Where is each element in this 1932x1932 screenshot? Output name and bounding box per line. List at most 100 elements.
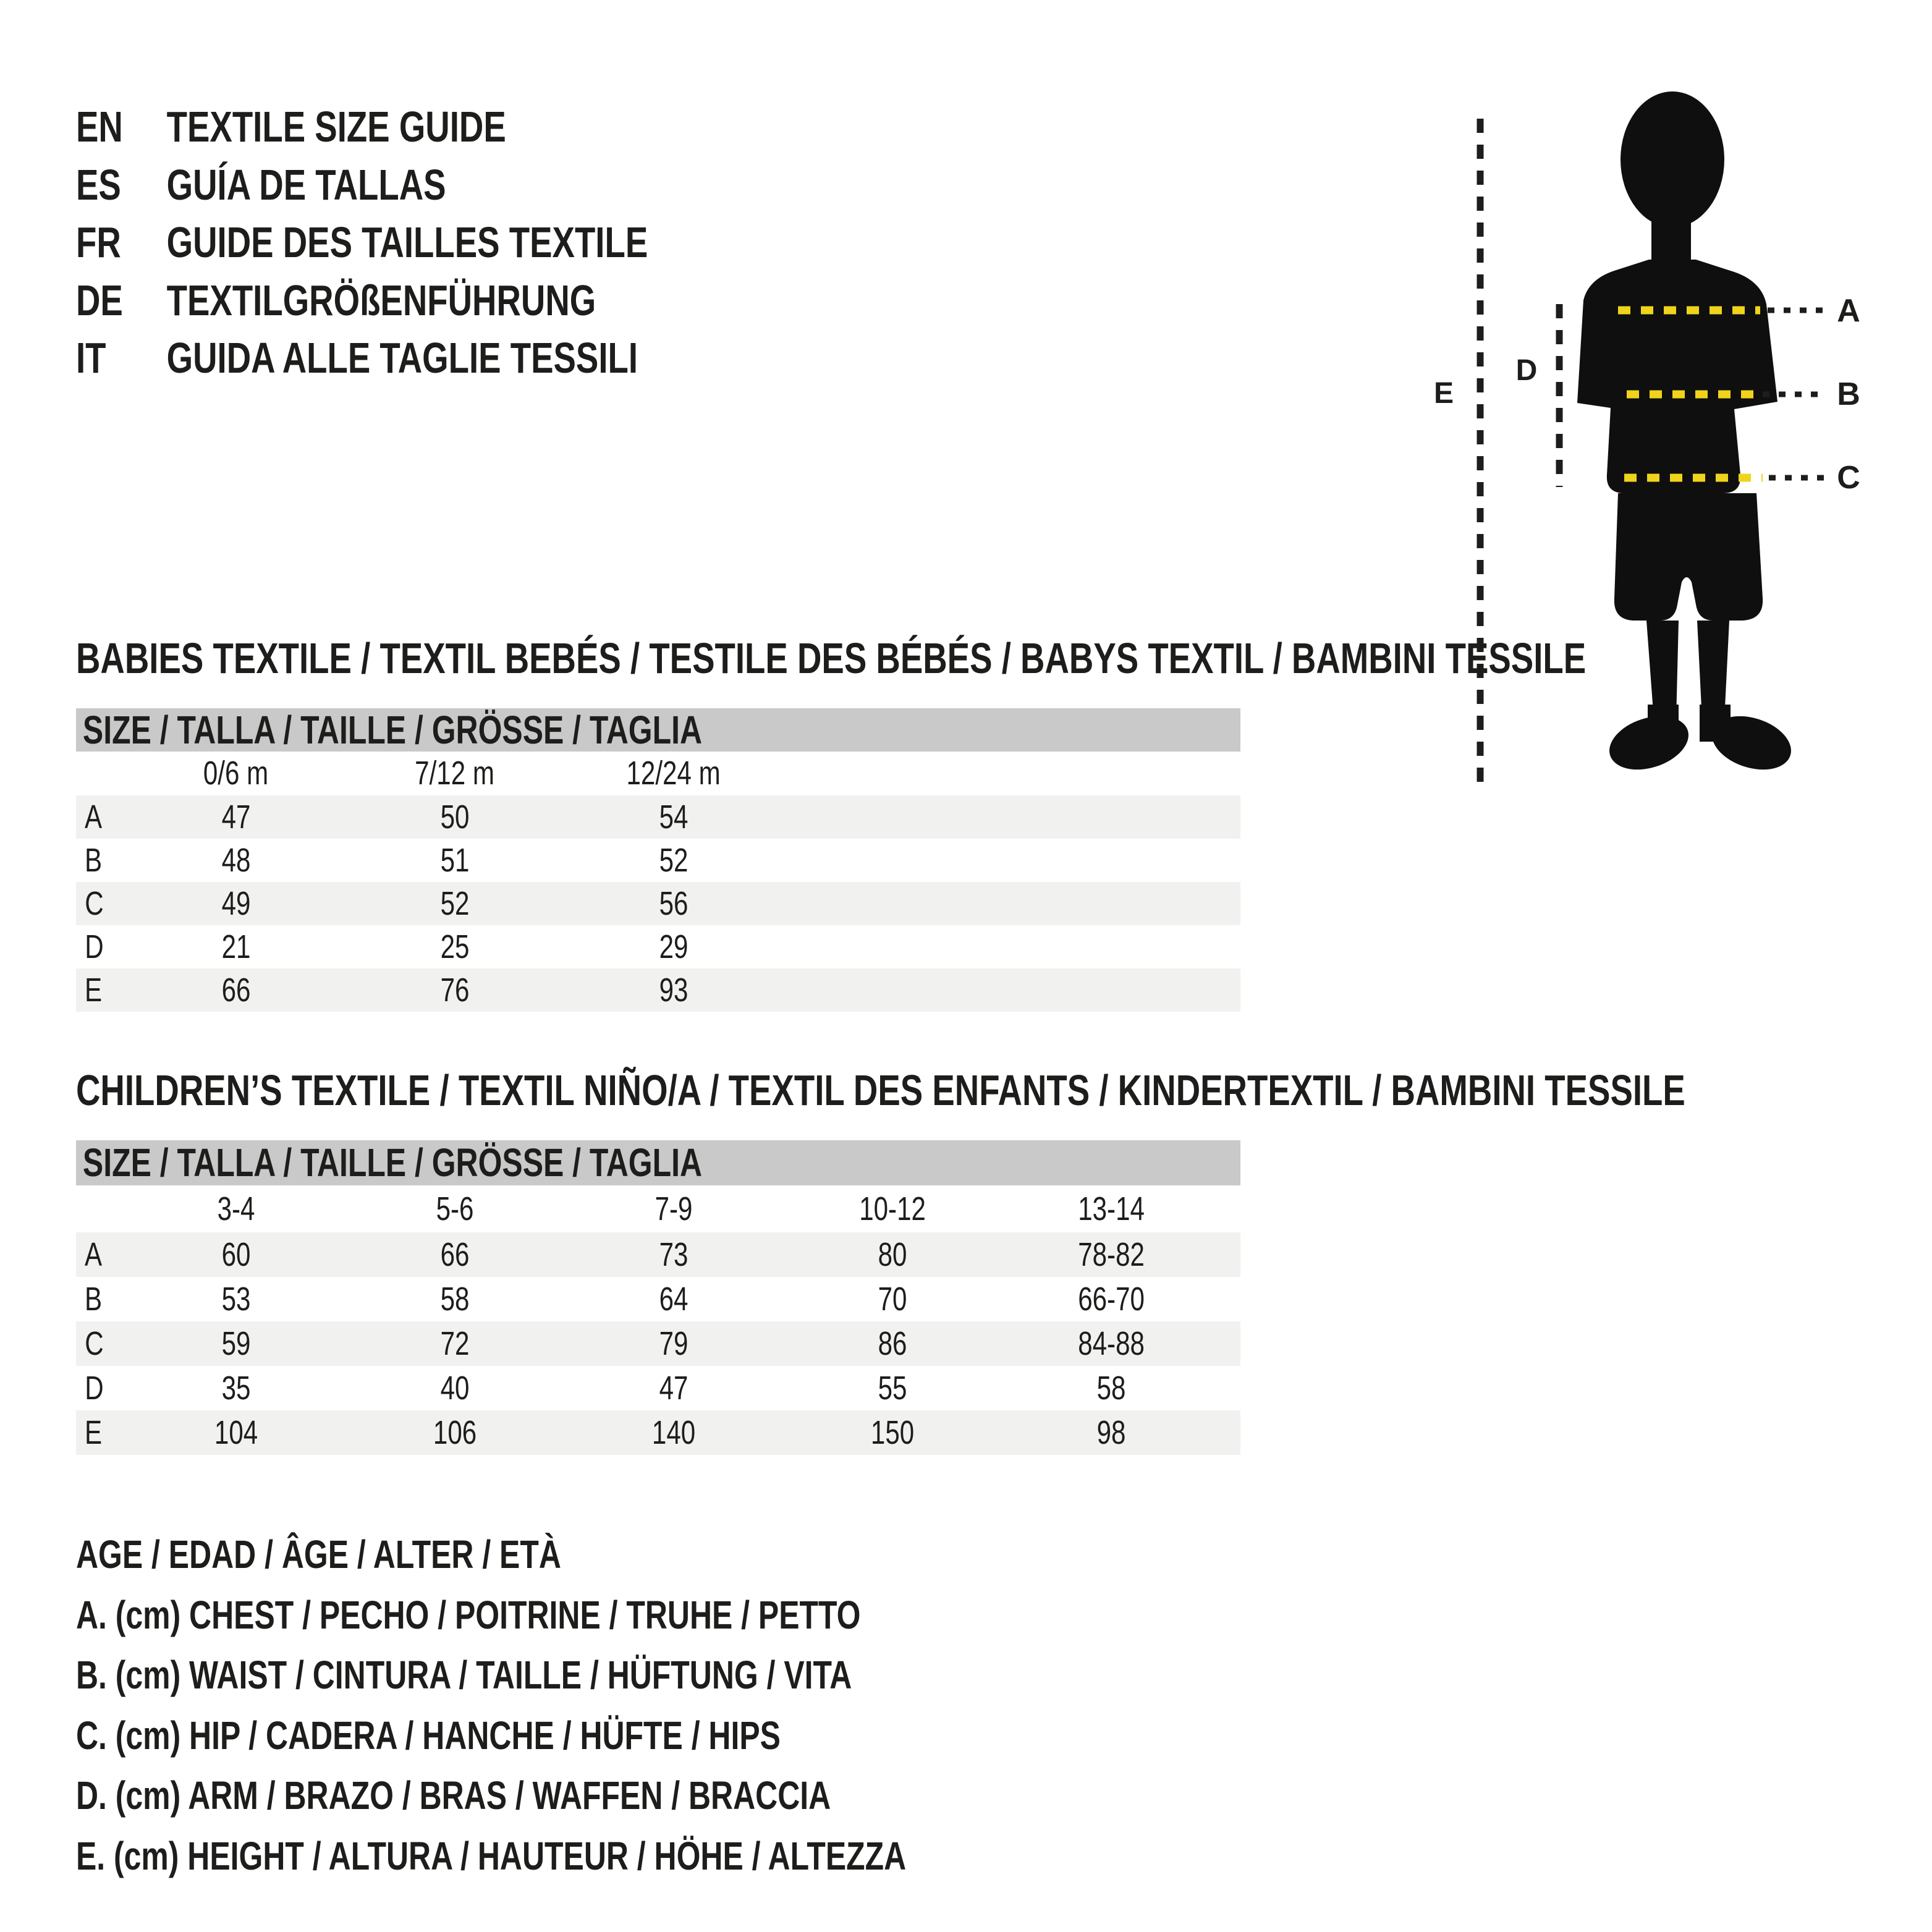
children-size-header-bar: SIZE / TALLA / TAILLE / GRÖSSE / TAGLIA <box>76 1140 1240 1185</box>
language-code: EN <box>76 103 123 151</box>
column-header-cell: 7/12 m <box>415 755 495 792</box>
column-header-cell: 3-4 <box>217 1190 255 1227</box>
table-row: A 60 66 73 80 78-82 <box>76 1232 1240 1277</box>
value-cell: 98 <box>1096 1414 1126 1451</box>
column-header-cell: 0/6 m <box>203 755 269 792</box>
value-cell: 79 <box>659 1325 688 1362</box>
legend-line: AGE / EDAD / ÂGE / ALTER / ETÀ <box>76 1532 561 1577</box>
value-cell: 76 <box>440 972 470 1009</box>
value-cell: 59 <box>221 1325 251 1362</box>
table-row: B 53 58 64 70 66-70 <box>76 1277 1240 1321</box>
table-row: E 104 106 140 150 98 <box>76 1410 1240 1455</box>
value-cell: 80 <box>878 1236 907 1273</box>
column-header-cell: 12/24 m <box>626 755 721 792</box>
figure-label-d: D <box>1515 354 1538 387</box>
row-label-cell: C <box>85 1325 104 1362</box>
value-cell: 84-88 <box>1078 1325 1145 1362</box>
value-cell: 64 <box>659 1281 688 1318</box>
column-header-cell: 13-14 <box>1078 1190 1145 1227</box>
value-cell: 29 <box>659 928 688 965</box>
row-label-cell: A <box>84 1236 103 1273</box>
value-cell: 53 <box>221 1281 251 1318</box>
value-cell: 78-82 <box>1078 1236 1145 1273</box>
table-row: C 59 72 79 86 84-88 <box>76 1321 1240 1366</box>
legend-line: A. (cm) CHEST / PECHO / POITRINE / TRUHE… <box>76 1592 861 1637</box>
column-header-cell: 7-9 <box>655 1190 693 1227</box>
value-cell: 93 <box>659 972 688 1009</box>
value-cell: 49 <box>221 885 251 922</box>
language-title: GUÍA DE TALLAS <box>166 160 446 209</box>
value-cell: 140 <box>651 1414 696 1451</box>
value-cell: 50 <box>440 799 470 836</box>
value-cell: 150 <box>870 1414 915 1451</box>
value-cell: 56 <box>659 885 688 922</box>
language-row: ES GUÍA DE TALLAS <box>76 163 550 206</box>
language-code: FR <box>76 218 121 266</box>
language-code: ES <box>76 160 121 209</box>
corner-cell <box>76 752 127 795</box>
value-cell: 106 <box>433 1414 477 1451</box>
value-cell: 73 <box>659 1236 688 1273</box>
value-cell: 51 <box>440 842 470 879</box>
column-header-cell: 10-12 <box>859 1190 926 1227</box>
value-cell: 72 <box>440 1325 470 1362</box>
language-title: GUIDA ALLE TAGLIE TESSILI <box>166 334 638 382</box>
table-header-row: 3-4 5-6 7-9 10-12 13-14 <box>76 1185 1240 1232</box>
value-cell: 52 <box>440 885 470 922</box>
legend-line: E. (cm) HEIGHT / ALTURA / HAUTEUR / HÖHE… <box>76 1833 907 1878</box>
babies-section-title: BABIES TEXTILE / TEXTIL BEBÉS / TESTILE … <box>76 634 1587 682</box>
value-cell: 54 <box>659 799 688 836</box>
language-row: DE TEXTILGRÖßENFÜHRUNG <box>76 279 743 322</box>
value-cell: 60 <box>221 1236 251 1273</box>
value-cell: 35 <box>221 1370 251 1407</box>
value-cell: 104 <box>214 1414 258 1451</box>
language-title: GUIDE DES TAILLES TEXTILE <box>166 218 648 266</box>
language-row: EN TEXTILE SIZE GUIDE <box>76 105 627 148</box>
legend-line: B. (cm) WAIST / CINTURA / TAILLE / HÜFTU… <box>76 1653 852 1697</box>
table-header-row: 0/6 m 7/12 m 12/24 m <box>76 752 1240 795</box>
figure-label-b: B <box>1837 376 1860 412</box>
row-label-cell: D <box>85 1370 104 1407</box>
language-row: IT GUIDA ALLE TAGLIE TESSILI <box>76 336 796 379</box>
table-row: E 66 76 93 <box>76 968 1240 1012</box>
figure-label-a: A <box>1837 293 1860 329</box>
row-label-cell: D <box>85 928 104 965</box>
language-title: TEXTILE SIZE GUIDE <box>166 103 506 151</box>
corner-cell <box>76 1185 127 1232</box>
value-cell: 58 <box>1096 1370 1126 1407</box>
value-cell: 40 <box>440 1370 470 1407</box>
language-code: DE <box>76 276 123 324</box>
row-label-cell: B <box>84 842 103 879</box>
value-cell: 66 <box>221 972 251 1009</box>
value-cell: 47 <box>659 1370 688 1407</box>
babies-size-header-bar: SIZE / TALLA / TAILLE / GRÖSSE / TAGLIA <box>76 708 1240 752</box>
value-cell: 86 <box>878 1325 907 1362</box>
legend-line: D. (cm) ARM / BRAZO / BRAS / WAFFEN / BR… <box>76 1773 831 1818</box>
column-header-cell: 5-6 <box>436 1190 474 1227</box>
value-cell: 55 <box>878 1370 907 1407</box>
language-title: TEXTILGRÖßENFÜHRUNG <box>166 276 596 324</box>
table-row: D 21 25 29 <box>76 925 1240 968</box>
child-silhouette-figure <box>1477 91 1824 792</box>
value-cell: 66 <box>440 1236 470 1273</box>
language-row: FR GUIDE DES TAILLES TEXTILE <box>76 221 809 264</box>
value-cell: 47 <box>221 799 251 836</box>
row-label-cell: E <box>84 972 103 1009</box>
value-cell: 66-70 <box>1078 1281 1145 1318</box>
row-label-cell: E <box>84 1414 103 1451</box>
table-row: C 49 52 56 <box>76 882 1240 925</box>
table-row: B 48 51 52 <box>76 839 1240 882</box>
legend-line: C. (cm) HIP / CADERA / HANCHE / HÜFTE / … <box>76 1713 781 1758</box>
value-cell: 52 <box>659 842 688 879</box>
row-label-cell: C <box>85 885 104 922</box>
figure-label-e: E <box>1433 377 1454 410</box>
figure-label-c: C <box>1837 460 1860 496</box>
value-cell: 58 <box>440 1281 470 1318</box>
language-code: IT <box>76 334 106 382</box>
value-cell: 48 <box>221 842 251 879</box>
row-label-cell: B <box>84 1281 103 1318</box>
value-cell: 21 <box>221 928 251 965</box>
value-cell: 70 <box>878 1281 907 1318</box>
table-row: D 35 40 47 55 58 <box>76 1366 1240 1410</box>
